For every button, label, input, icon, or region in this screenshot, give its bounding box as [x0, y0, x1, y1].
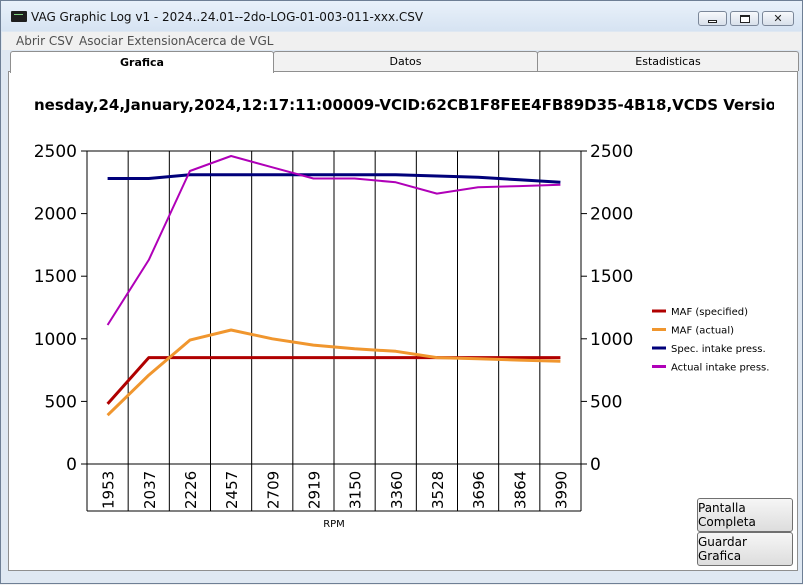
- x-tick-label: 1953: [100, 471, 118, 509]
- y-tick-label-right: 2000: [590, 205, 633, 225]
- x-tick-label: 3864: [511, 471, 529, 509]
- app-icon: [11, 11, 27, 22]
- save-chart-button[interactable]: Guardar Grafica: [697, 532, 793, 566]
- legend-label: MAF (actual): [671, 326, 734, 337]
- y-tick-label-left: 1000: [34, 330, 77, 350]
- x-tick-label: 3150: [347, 471, 365, 509]
- y-tick-label-left: 0: [66, 455, 77, 475]
- y-tick-label-left: 2000: [34, 205, 77, 225]
- close-icon: ✕: [773, 12, 783, 25]
- x-tick-label: 2037: [141, 471, 159, 509]
- y-tick-label-right: 1000: [590, 330, 633, 350]
- menu-bar: Abrir CSV Asociar Extension Acerca de VG…: [2, 32, 801, 50]
- fullscreen-button[interactable]: Pantalla Completa: [697, 498, 793, 532]
- x-tick-label: 3696: [470, 471, 488, 509]
- chart-panel: [8, 71, 798, 571]
- y-tick-label-right: 500: [590, 392, 622, 412]
- menu-abrir-csv[interactable]: Abrir CSV: [16, 34, 74, 48]
- tab-estadisticas[interactable]: Estadisticas: [537, 51, 799, 71]
- window-title: VAG Graphic Log v1 - 2024..24.01--2do-LO…: [31, 10, 424, 24]
- series-line-4: [106, 155, 561, 326]
- y-tick-label-right: 0: [590, 455, 601, 475]
- menu-acerca-de[interactable]: Acerca de VGL: [186, 34, 274, 48]
- x-axis-title: RPM: [323, 519, 345, 530]
- x-tick-label: 2226: [182, 471, 200, 509]
- legend-label: MAF (specified): [671, 307, 748, 318]
- x-tick-label: 3528: [429, 471, 447, 509]
- series-line-3: [107, 173, 561, 184]
- x-tick-label: 3360: [388, 471, 406, 509]
- maximize-icon: [739, 14, 750, 23]
- menu-asociar-extension[interactable]: Asociar Extension: [79, 34, 186, 48]
- minimize-button[interactable]: [698, 11, 727, 26]
- maximize-button[interactable]: [730, 11, 759, 26]
- y-tick-label-left: 500: [45, 392, 77, 412]
- series-line-2: [106, 328, 561, 417]
- y-tick-label-left: 1500: [34, 267, 77, 287]
- close-button[interactable]: ✕: [762, 11, 794, 26]
- tab-grafica[interactable]: Grafica: [10, 51, 274, 73]
- legend-label: Actual intake press.: [671, 363, 769, 374]
- y-tick-label-right: 1500: [590, 267, 633, 287]
- tab-strip: Grafica Datos Estadisticas: [8, 51, 799, 73]
- x-tick-label: 3990: [552, 471, 570, 509]
- log-header-text: nesday,24,January,2024,12:17:11:00009-VC…: [34, 96, 774, 114]
- tab-datos[interactable]: Datos: [273, 51, 538, 71]
- y-tick-label-left: 2500: [34, 142, 77, 162]
- legend-label: Spec. intake press.: [671, 344, 766, 355]
- title-bar[interactable]: VAG Graphic Log v1 - 2024..24.01--2do-LO…: [1, 1, 802, 31]
- minimize-icon: [708, 19, 717, 23]
- x-tick-label: 2457: [223, 471, 241, 509]
- x-tick-label: 2919: [305, 471, 323, 509]
- x-tick-label: 2709: [264, 471, 282, 509]
- y-tick-label-right: 2500: [590, 142, 633, 162]
